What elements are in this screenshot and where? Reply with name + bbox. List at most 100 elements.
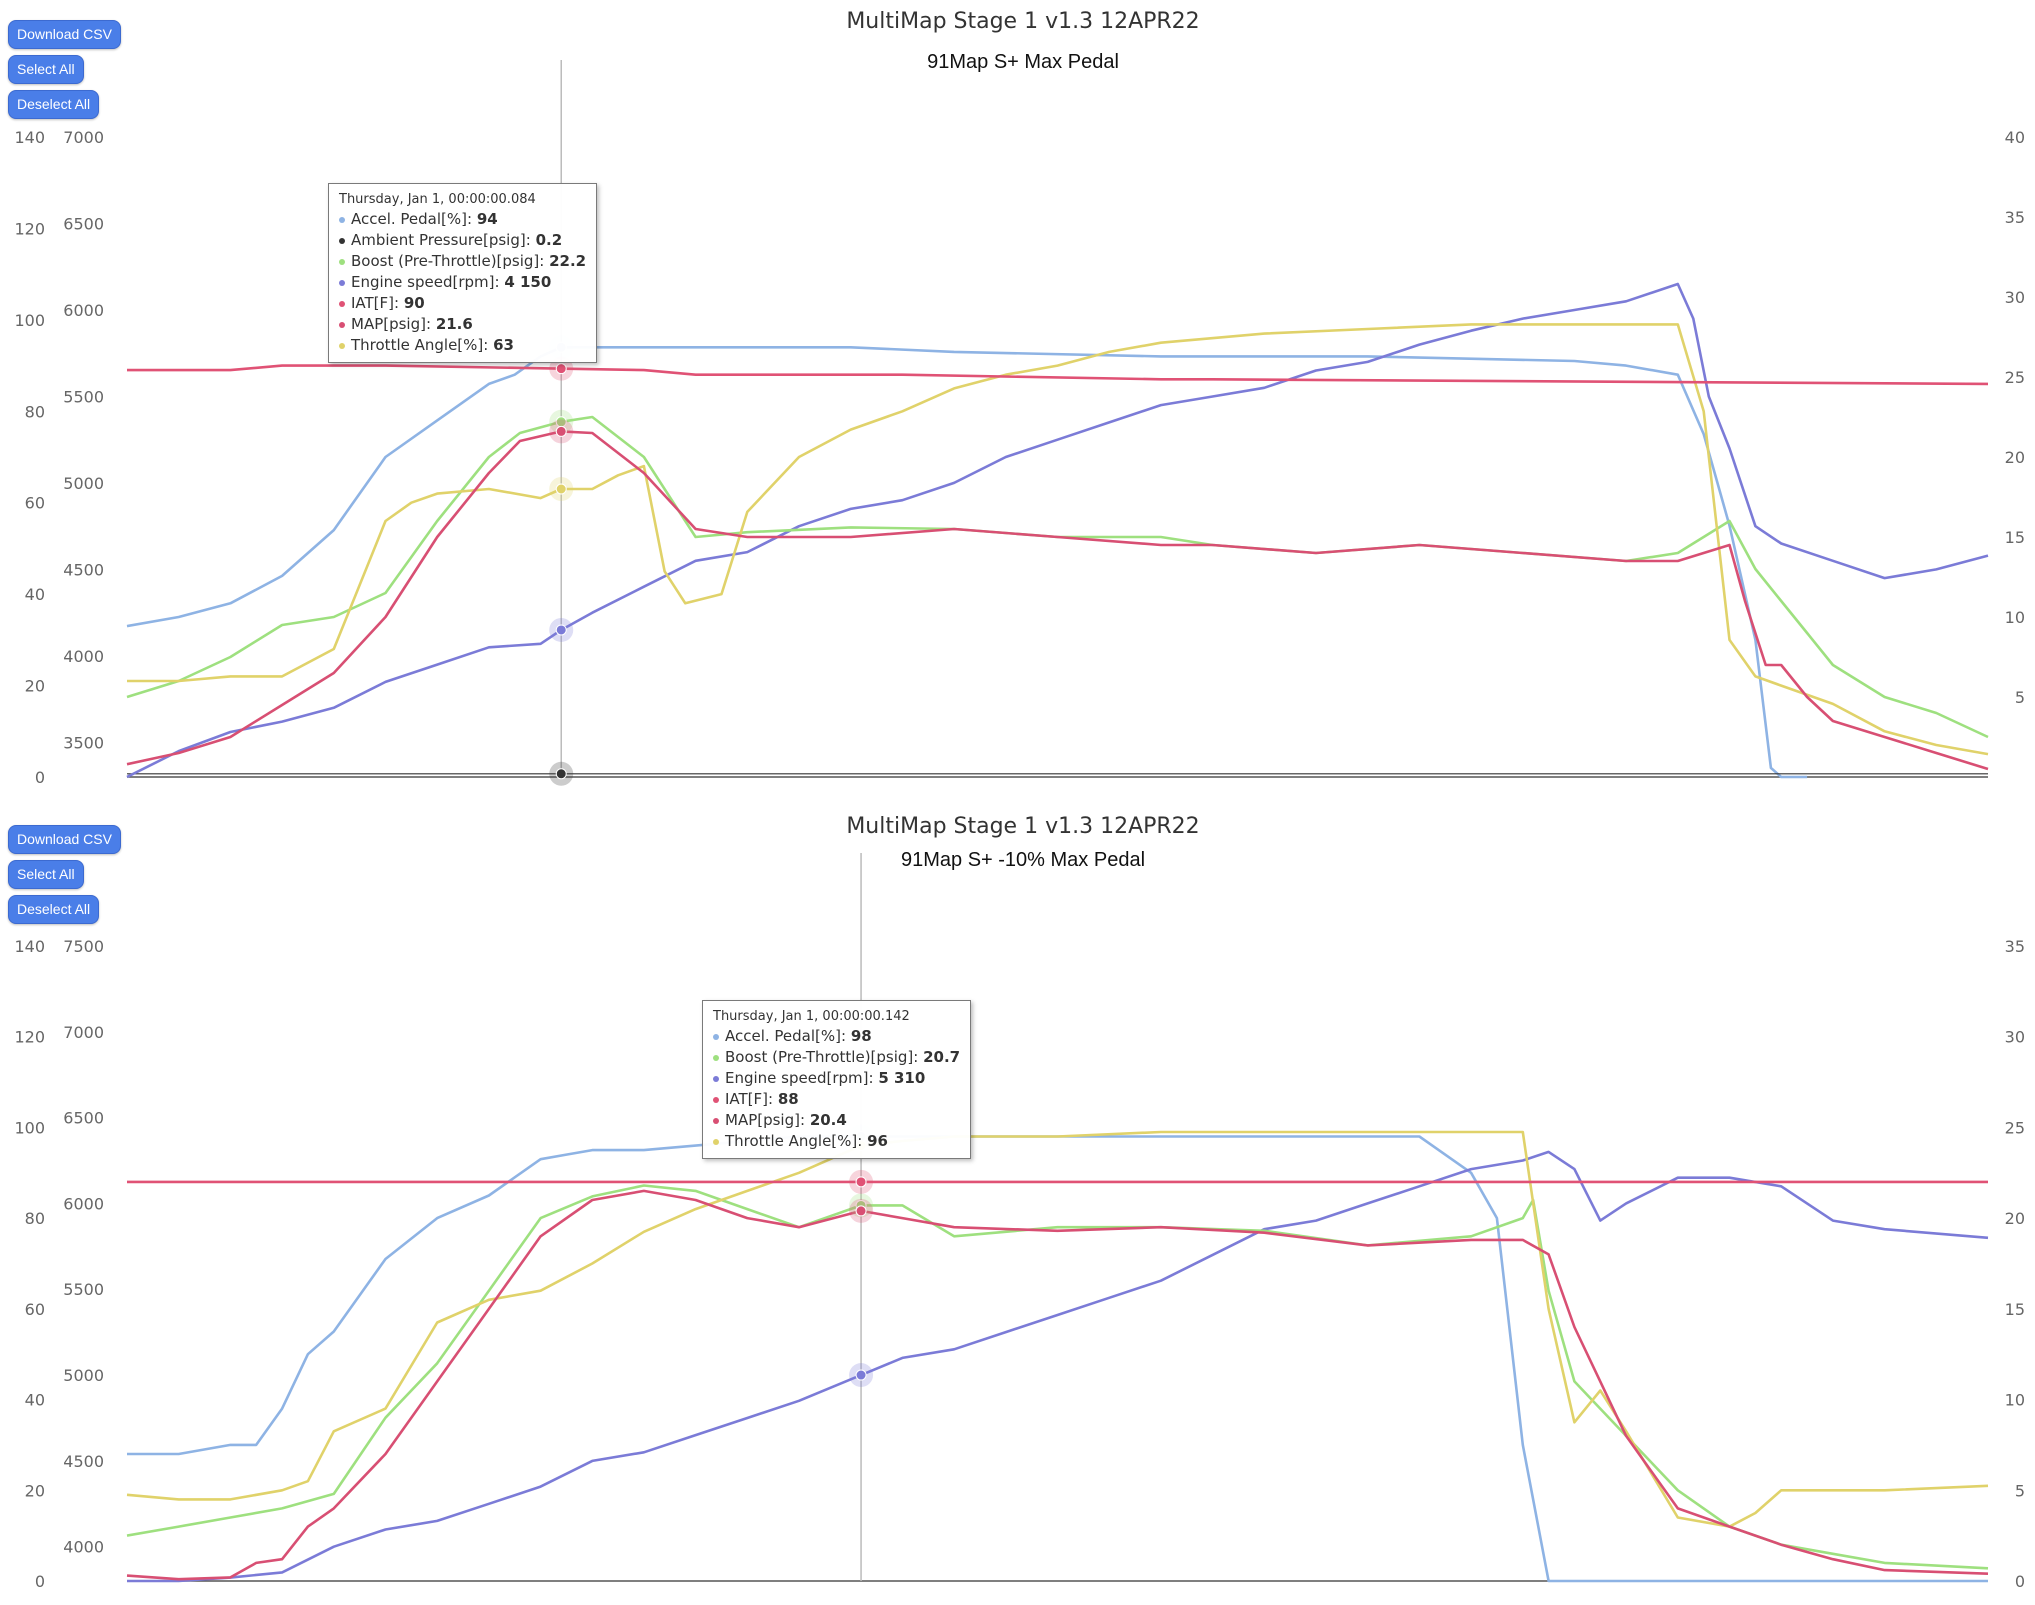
series-line-boost[interactable]	[126, 1184, 1989, 1570]
legend-dot-icon	[339, 258, 345, 265]
tick-label: 6000	[63, 1194, 104, 1213]
hover-marker-rpm	[549, 617, 574, 642]
tooltip-label: Boost (Pre-Throttle)[psig]:	[351, 252, 550, 270]
tooltip-row: Ambient Pressure[psig]: 0.2	[339, 230, 586, 251]
tick-label: 5	[2015, 1481, 2025, 1500]
tooltip: Thursday, Jan 1, 00:00:00.142 Accel. Peda…	[702, 1000, 972, 1159]
tooltip-value: 98	[850, 1027, 872, 1045]
tick-label: 140	[14, 937, 45, 956]
legend-dot-icon	[339, 300, 345, 307]
tick-label: 7000	[63, 1023, 104, 1042]
tooltip-row: Boost (Pre-Throttle)[psig]: 20.7	[713, 1047, 960, 1068]
tick-label: 60	[25, 494, 45, 513]
tooltip-label: Engine speed[rpm]:	[725, 1069, 879, 1087]
tooltip-value: 88	[777, 1090, 799, 1108]
tick-label: 10	[2005, 1391, 2025, 1410]
series-line-map[interactable]	[126, 1189, 1989, 1581]
series-line-rpm[interactable]	[127, 1150, 1989, 1583]
legend-dot-icon	[339, 237, 345, 244]
deselect-all-button[interactable]: Deselect All	[8, 90, 100, 119]
tick-label: 6000	[63, 301, 104, 320]
tick-label: 25	[2005, 1118, 2025, 1137]
series-line-accel[interactable]	[127, 1135, 1988, 1583]
tooltip-label: Engine speed[rpm]:	[351, 273, 505, 291]
axis-right: 0 5 10 15 20 25 30 35	[2005, 937, 2025, 1591]
tooltip-value: 20.7	[923, 1048, 961, 1066]
chart-bottom: Download CSV Select All Deselect All Mul…	[0, 805, 2035, 1605]
series-line-throttle[interactable]	[127, 323, 1989, 756]
tooltip-row: Boost (Pre-Throttle)[psig]: 22.2	[339, 251, 586, 272]
axis-right: 5 10 15 20 25 30 35 40	[2005, 128, 2025, 707]
tooltip-row: Throttle Angle[%]: 63	[339, 335, 586, 356]
tick-label: 7000	[63, 128, 104, 147]
tick-label: 6500	[63, 1109, 104, 1128]
tick-label: 20	[25, 677, 45, 696]
series-line-throttle[interactable]	[126, 1130, 1989, 1528]
select-all-button[interactable]: Select All	[8, 860, 84, 889]
axis-left-outer: 0 20 40 60 80 100 120 140	[14, 937, 45, 1591]
tooltip-time: Thursday, Jan 1, 00:00:00.084	[339, 192, 536, 207]
tooltip-label: IAT[F]:	[725, 1090, 778, 1108]
tooltip: Thursday, Jan 1, 00:00:00.084 Accel. Peda…	[328, 183, 598, 363]
tooltip-row: IAT[F]: 90	[339, 293, 586, 314]
axis-left-inner: 4000 4500 5000 5500 6000 6500 7000 7500	[63, 937, 104, 1557]
download-csv-button[interactable]: Download CSV	[8, 825, 121, 854]
tooltip-value: 94	[476, 210, 498, 228]
tooltip-value: 21.6	[435, 315, 473, 333]
tick-label: 140	[14, 128, 45, 147]
tooltip-value: 96	[867, 1132, 888, 1150]
legend-dot-icon	[713, 1054, 719, 1061]
tick-label: 100	[14, 311, 45, 330]
tooltip-value: 22.2	[549, 252, 587, 270]
tick-label: 35	[2005, 937, 2025, 956]
chart-title: MultiMap Stage 1 v1.3 12APR22	[846, 814, 1199, 839]
legend-dot-icon	[713, 1138, 719, 1145]
tooltip-value: 90	[403, 294, 425, 312]
deselect-all-button[interactable]: Deselect All	[8, 895, 100, 924]
tick-label: 30	[2005, 288, 2025, 307]
legend-dot-icon	[339, 216, 345, 223]
plot-area[interactable]: MultiMap Stage 1 v1.3 12APR22 91Map S+ Ma…	[0, 0, 2035, 800]
download-csv-button[interactable]: Download CSV	[8, 20, 121, 49]
series-line-accel[interactable]	[126, 345, 1808, 779]
tooltip-row: MAP[psig]: 21.6	[339, 314, 586, 335]
hover-marker-boost	[549, 409, 574, 434]
tooltip-row: Throttle Angle[%]: 96	[713, 1131, 960, 1152]
tooltip-label: MAP[psig]:	[351, 315, 436, 333]
plot-area[interactable]: MultiMap Stage 1 v1.3 12APR22 91Map S+ -1…	[0, 805, 2035, 1605]
legend-dot-icon	[713, 1096, 719, 1103]
series-line-map[interactable]	[126, 430, 1989, 771]
hover-marker-rpm	[849, 1363, 874, 1388]
tick-label: 5500	[63, 1280, 104, 1299]
hover-marker-ambient	[549, 761, 574, 786]
tick-label: 15	[2005, 528, 2025, 547]
chart-top: Download CSV Select All Deselect All Mul…	[0, 0, 2035, 800]
tick-label: 20	[2005, 448, 2025, 467]
axis-left-inner: 3500 4000 4500 5000 5500 6000 6500 7000	[63, 128, 104, 752]
tick-label: 20	[2005, 1209, 2025, 1228]
axis-left-outer: 0 20 40 60 80 100 120 140	[14, 128, 45, 787]
tick-label: 80	[25, 1209, 45, 1228]
chart-subtitle: 91Map S+ -10% Max Pedal	[901, 849, 1145, 871]
series-line-rpm[interactable]	[126, 282, 1989, 779]
series-line-iat[interactable]	[127, 364, 1989, 386]
tooltip-value: 0.2	[535, 231, 563, 249]
tooltip-row: IAT[F]: 88	[713, 1089, 960, 1110]
hover-marker-iat	[849, 1169, 874, 1194]
tick-label: 25	[2005, 368, 2025, 387]
legend-dot-icon	[713, 1033, 719, 1040]
legend-dot-icon	[339, 321, 345, 328]
tick-label: 20	[25, 1481, 45, 1500]
hover-marker-map	[849, 1198, 874, 1223]
tick-label: 40	[25, 585, 45, 604]
tick-label: 40	[2005, 128, 2025, 147]
tooltip-label: MAP[psig]:	[725, 1111, 810, 1129]
tick-label: 100	[14, 1118, 45, 1137]
select-all-button[interactable]: Select All	[8, 55, 84, 84]
tooltip-label: Throttle Angle[%]:	[351, 336, 494, 354]
tick-label: 4500	[63, 560, 104, 579]
tooltip-row: Accel. Pedal[%]: 98	[713, 1026, 960, 1047]
tooltip-row: Engine speed[rpm]: 4 150	[339, 272, 586, 293]
tooltip-label: IAT[F]:	[351, 294, 404, 312]
tick-label: 15	[2005, 1300, 2025, 1319]
